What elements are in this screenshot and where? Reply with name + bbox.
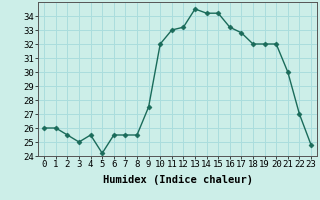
X-axis label: Humidex (Indice chaleur): Humidex (Indice chaleur) bbox=[103, 175, 252, 185]
